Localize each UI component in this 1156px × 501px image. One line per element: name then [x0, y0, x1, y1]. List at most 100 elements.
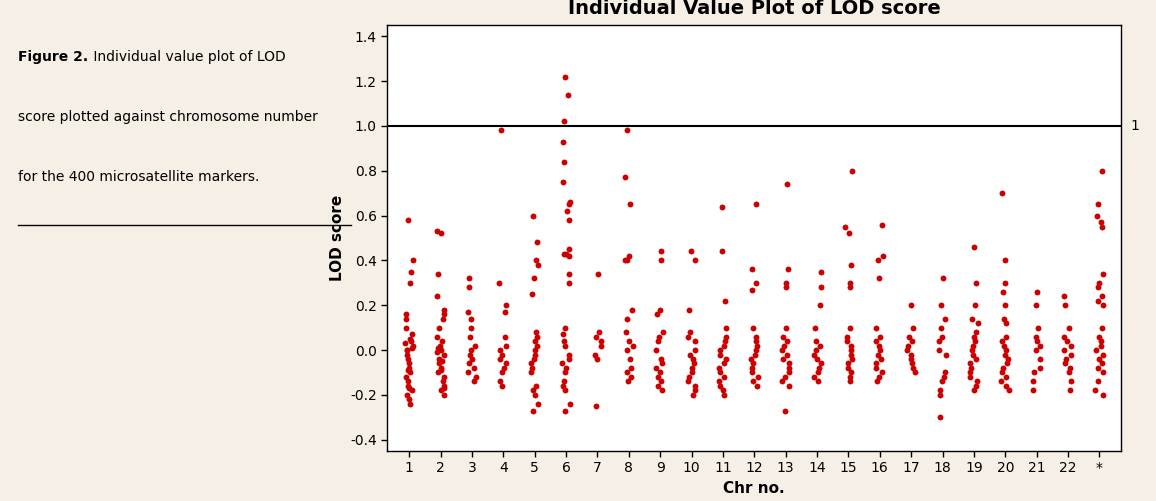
Point [652, 360, 670, 368]
Point [435, 306, 453, 314]
Point [560, 216, 578, 224]
Point [432, 337, 451, 345]
Point [526, 337, 544, 345]
Point [812, 283, 830, 291]
Point [555, 377, 573, 385]
Point [622, 373, 640, 381]
Point [556, 342, 575, 350]
Point [777, 279, 795, 287]
Point [652, 247, 670, 256]
Point [1089, 377, 1107, 385]
Point [1090, 333, 1109, 341]
Point [1089, 279, 1107, 287]
Point [716, 297, 734, 305]
Point [465, 377, 483, 385]
Point [839, 364, 858, 372]
Point [459, 308, 477, 316]
Point [743, 368, 762, 376]
Point [812, 268, 830, 276]
Point [653, 328, 672, 336]
Point [683, 364, 702, 372]
Point [743, 324, 762, 332]
Point [747, 337, 765, 345]
Point [649, 382, 667, 390]
Point [872, 355, 890, 363]
Point [776, 406, 794, 414]
Point [1027, 346, 1045, 354]
Point [430, 324, 449, 332]
Point [521, 368, 540, 376]
Point [966, 355, 985, 363]
Point [810, 301, 829, 309]
Point [467, 373, 486, 381]
Point [743, 364, 762, 372]
Point [434, 315, 452, 323]
Point [996, 382, 1015, 390]
Point [397, 373, 415, 381]
Point [398, 310, 416, 318]
Point [527, 382, 546, 390]
Point [869, 351, 888, 359]
Point [679, 333, 697, 341]
Point [497, 360, 516, 368]
Point [428, 292, 446, 300]
Point [680, 373, 698, 381]
Point [1031, 355, 1050, 363]
Point [401, 400, 420, 408]
Point [966, 279, 985, 287]
Point [560, 252, 578, 260]
Point [647, 346, 666, 354]
Point [430, 360, 449, 368]
Point [617, 126, 636, 134]
Point [904, 324, 922, 332]
Point [1027, 301, 1045, 309]
Point [775, 342, 793, 350]
Point [397, 339, 415, 347]
Point [428, 344, 446, 352]
Point [683, 355, 702, 363]
Title: Individual Value Plot of LOD score: Individual Value Plot of LOD score [568, 0, 941, 18]
Point [435, 373, 453, 381]
Point [964, 342, 983, 350]
X-axis label: Chr no.: Chr no. [724, 481, 785, 496]
Point [560, 355, 578, 363]
Point [528, 400, 547, 408]
Point [777, 283, 795, 291]
Point [748, 342, 766, 350]
Point [996, 351, 1015, 359]
Point [524, 386, 542, 394]
Point [1061, 351, 1080, 359]
Point [780, 368, 799, 376]
Point [903, 360, 921, 368]
Point [681, 351, 699, 359]
Point [554, 382, 572, 390]
Text: score plotted against chromosome number: score plotted against chromosome number [18, 110, 318, 124]
Point [652, 377, 670, 385]
Point [587, 333, 606, 341]
Point [1027, 333, 1045, 341]
Text: Figure 2.: Figure 2. [18, 50, 89, 64]
Point [963, 315, 981, 323]
Point [402, 344, 421, 352]
Point [526, 351, 544, 359]
Point [965, 333, 984, 341]
Point [684, 360, 703, 368]
Point [1092, 218, 1111, 226]
Point [1055, 301, 1074, 309]
Point [809, 364, 828, 372]
Point [527, 257, 546, 265]
Point [616, 257, 635, 265]
Point [964, 386, 983, 394]
Point [652, 355, 670, 363]
Point [812, 360, 830, 368]
Point [1061, 386, 1080, 394]
Point [1090, 355, 1109, 363]
Point [682, 368, 701, 376]
Point [808, 355, 827, 363]
Point [712, 202, 731, 210]
Point [961, 373, 979, 381]
Point [746, 351, 764, 359]
Point [778, 180, 796, 188]
Point [873, 220, 891, 228]
Point [400, 395, 418, 403]
